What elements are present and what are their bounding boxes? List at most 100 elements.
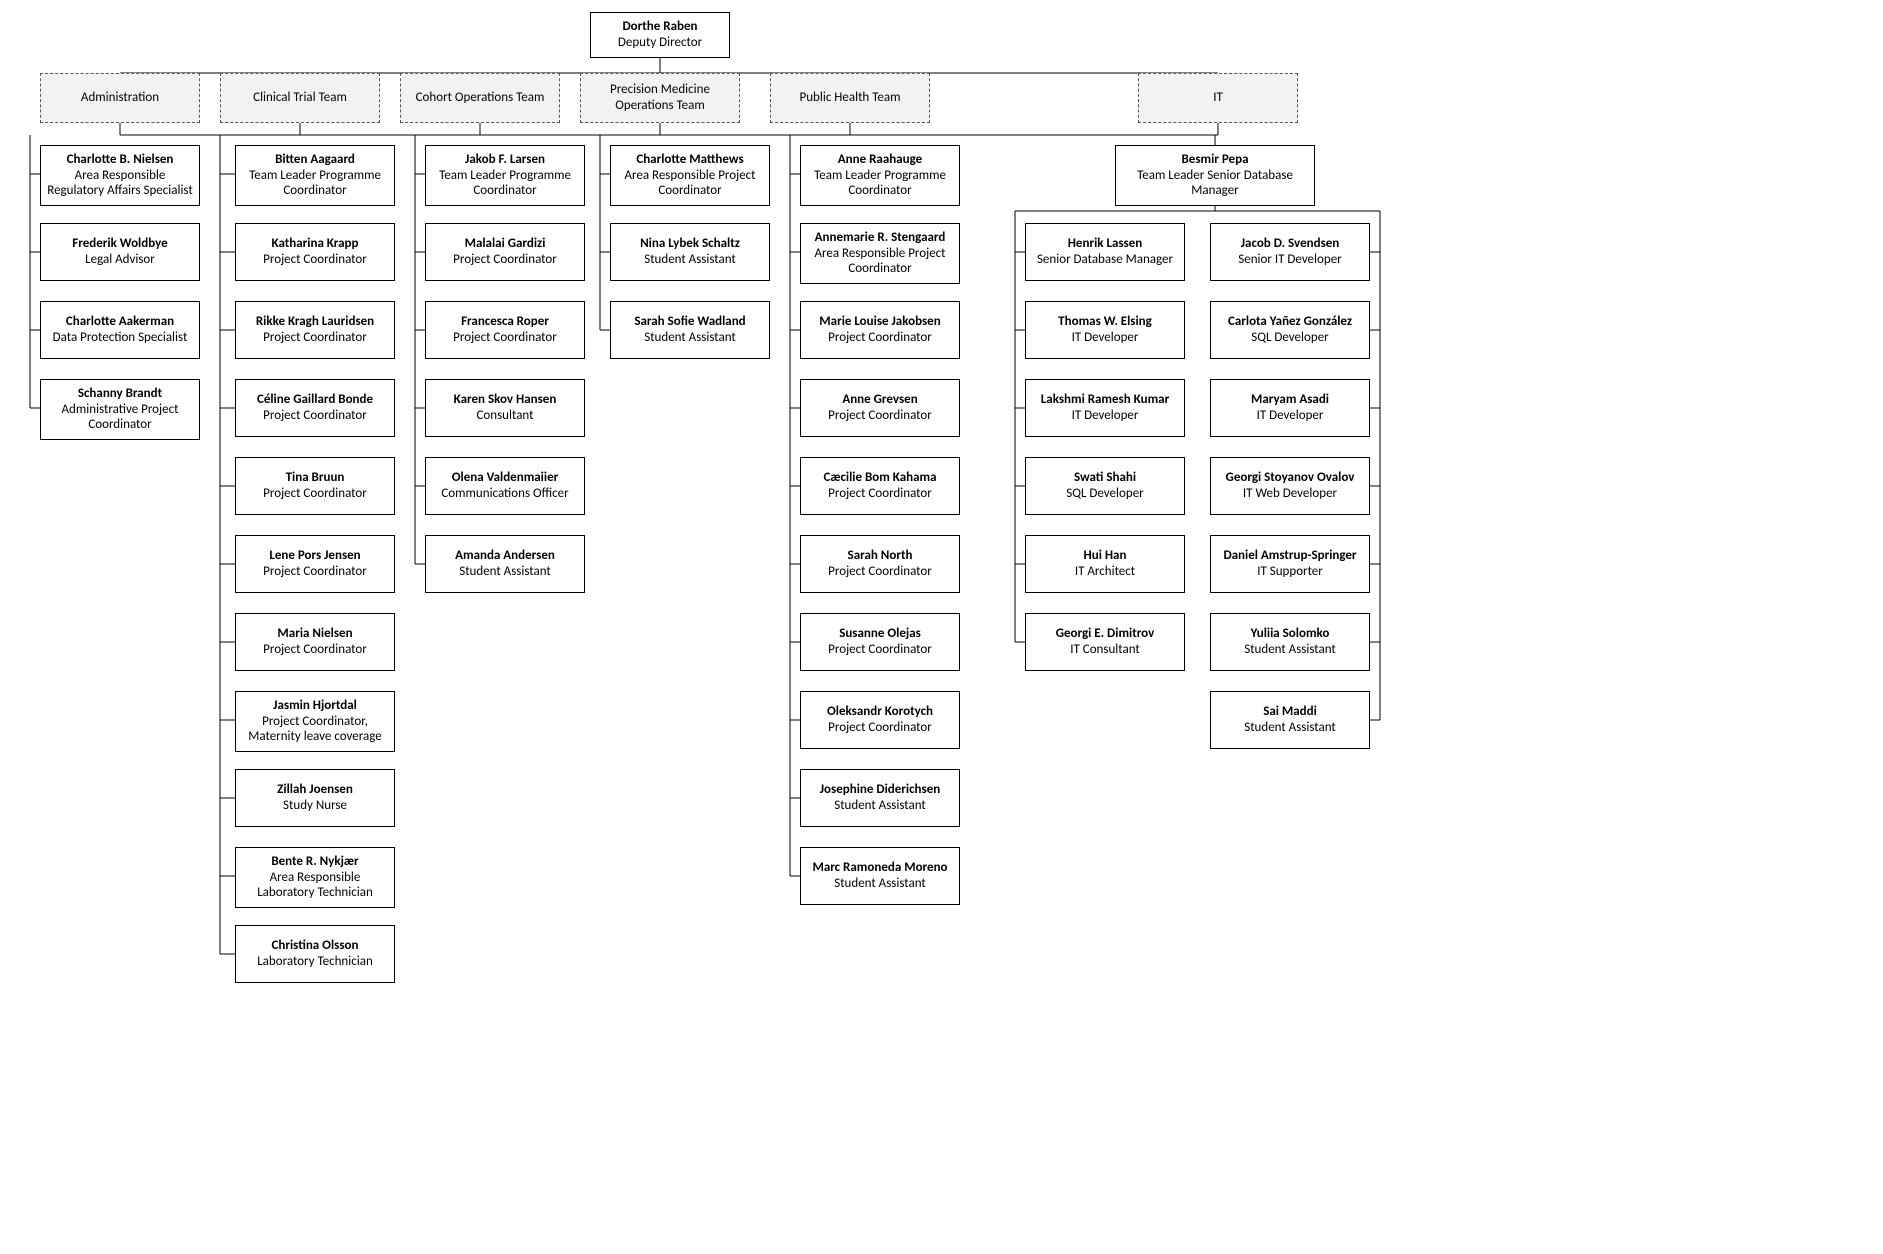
person-node: Maryam AsadiIT Developer	[1210, 379, 1370, 437]
person-name: Henrik Lassen	[1030, 236, 1180, 252]
person-role: Project Coordinator, Maternity leave cov…	[240, 714, 390, 745]
person-name: Sarah North	[805, 548, 955, 564]
person-role: Project Coordinator	[240, 330, 390, 346]
person-role: IT Web Developer	[1215, 486, 1365, 502]
person-node: Carlota Yañez GonzálezSQL Developer	[1210, 301, 1370, 359]
person-node: Katharina KrappProject Coordinator	[235, 223, 395, 281]
person-name: Maria Nielsen	[240, 626, 390, 642]
person-name: Marc Ramoneda Moreno	[805, 860, 955, 876]
person-name: Tina Bruun	[240, 470, 390, 486]
person-role: Student Assistant	[615, 252, 765, 268]
person-role: Student Assistant	[615, 330, 765, 346]
person-name: Jasmin Hjortdal	[240, 698, 390, 714]
person-node: Bente R. NykjærArea Responsible Laborato…	[235, 847, 395, 908]
person-role: Project Coordinator	[430, 330, 580, 346]
dept-title: Administration	[45, 90, 195, 106]
person-name: Yuliia Solomko	[1215, 626, 1365, 642]
person-role: IT Developer	[1030, 408, 1180, 424]
person-role: Project Coordinator	[805, 564, 955, 580]
person-role: Data Protection Specialist	[45, 330, 195, 346]
person-node: Georgi Stoyanov OvalovIT Web Developer	[1210, 457, 1370, 515]
person-node: Maria NielsenProject Coordinator	[235, 613, 395, 671]
person-name: Charlotte Matthews	[615, 152, 765, 168]
person-name: Amanda Andersen	[430, 548, 580, 564]
person-node: Francesca RoperProject Coordinator	[425, 301, 585, 359]
person-node: Henrik LassenSenior Database Manager	[1025, 223, 1185, 281]
person-node: Jacob D. SvendsenSenior IT Developer	[1210, 223, 1370, 281]
person-role: IT Architect	[1030, 564, 1180, 580]
person-name: Georgi Stoyanov Ovalov	[1215, 470, 1365, 486]
person-name: Malalai Gardizi	[430, 236, 580, 252]
person-node: Karen Skov HansenConsultant	[425, 379, 585, 437]
person-name: Karen Skov Hansen	[430, 392, 580, 408]
person-role: Study Nurse	[240, 798, 390, 814]
person-name: Dorthe Raben	[595, 19, 725, 35]
person-role: Senior Database Manager	[1030, 252, 1180, 268]
person-node: Céline Gaillard BondeProject Coordinator	[235, 379, 395, 437]
person-name: Susanne Olejas	[805, 626, 955, 642]
person-name: Jakob F. Larsen	[430, 152, 580, 168]
person-role: Team Leader Senior Database Manager	[1120, 168, 1310, 199]
person-node: Yuliia SolomkoStudent Assistant	[1210, 613, 1370, 671]
person-node: Charlotte AakermanData Protection Specia…	[40, 301, 200, 359]
dept-header-it: IT	[1138, 73, 1298, 123]
person-name: Christina Olsson	[240, 938, 390, 954]
person-node: Georgi E. DimitrovIT Consultant	[1025, 613, 1185, 671]
person-role: Team Leader Programme Coordinator	[240, 168, 390, 199]
person-role: IT Developer	[1215, 408, 1365, 424]
person-role: Student Assistant	[1215, 720, 1365, 736]
person-name: Nina Lybek Schaltz	[615, 236, 765, 252]
person-node: Hui HanIT Architect	[1025, 535, 1185, 593]
person-role: Student Assistant	[805, 876, 955, 892]
person-name: Anne Grevsen	[805, 392, 955, 408]
person-name: Daniel Amstrup-Springer	[1215, 548, 1365, 564]
person-role: Project Coordinator	[240, 486, 390, 502]
person-node: Lakshmi Ramesh KumarIT Developer	[1025, 379, 1185, 437]
dept-header-cohort: Cohort Operations Team	[400, 73, 560, 123]
person-name: Georgi E. Dimitrov	[1030, 626, 1180, 642]
person-role: IT Developer	[1030, 330, 1180, 346]
it-leader-node: Besmir PepaTeam Leader Senior Database M…	[1115, 145, 1315, 206]
person-name: Carlota Yañez González	[1215, 314, 1365, 330]
person-role: Project Coordinator	[240, 252, 390, 268]
person-role: Senior IT Developer	[1215, 252, 1365, 268]
person-name: Bente R. Nykjær	[240, 854, 390, 870]
person-node: Cæcilie Bom KahamaProject Coordinator	[800, 457, 960, 515]
person-name: Jacob D. Svendsen	[1215, 236, 1365, 252]
person-name: Marie Louise Jakobsen	[805, 314, 955, 330]
person-name: Lene Pors Jensen	[240, 548, 390, 564]
person-name: Anne Raahauge	[805, 152, 955, 168]
dept-header-public: Public Health Team	[770, 73, 930, 123]
person-node: Sai MaddiStudent Assistant	[1210, 691, 1370, 749]
person-node: Josephine DiderichsenStudent Assistant	[800, 769, 960, 827]
person-node: Zillah JoensenStudy Nurse	[235, 769, 395, 827]
org-chart: Dorthe RabenDeputy Director Administratio…	[10, 10, 1450, 990]
person-node: Anne GrevsenProject Coordinator	[800, 379, 960, 437]
person-role: Student Assistant	[1215, 642, 1365, 658]
person-role: Project Coordinator	[805, 408, 955, 424]
person-role: Student Assistant	[805, 798, 955, 814]
person-role: Team Leader Programme Coordinator	[805, 168, 955, 199]
person-node: Frederik WoldbyeLegal Advisor	[40, 223, 200, 281]
person-node: Charlotte MatthewsArea Responsible Proje…	[610, 145, 770, 206]
person-name: Annemarie R. Stengaard	[805, 230, 955, 246]
person-role: Area Responsible Project Coordinator	[805, 246, 955, 277]
person-role: Student Assistant	[430, 564, 580, 580]
person-name: Besmir Pepa	[1120, 152, 1310, 168]
person-name: Rikke Kragh Lauridsen	[240, 314, 390, 330]
dept-title: Clinical Trial Team	[225, 90, 375, 106]
dept-title: Public Health Team	[775, 90, 925, 106]
person-name: Swati Shahi	[1030, 470, 1180, 486]
person-name: Schanny Brandt	[45, 386, 195, 402]
person-node: Susanne OlejasProject Coordinator	[800, 613, 960, 671]
person-role: Deputy Director	[595, 35, 725, 51]
person-node: Sarah NorthProject Coordinator	[800, 535, 960, 593]
person-role: Laboratory Technician	[240, 954, 390, 970]
dept-header-clinical: Clinical Trial Team	[220, 73, 380, 123]
person-node: Annemarie R. StengaardArea Responsible P…	[800, 223, 960, 284]
person-node: Jasmin HjortdalProject Coordinator, Mate…	[235, 691, 395, 752]
person-name: Lakshmi Ramesh Kumar	[1030, 392, 1180, 408]
person-node: Schanny BrandtAdministrative Project Coo…	[40, 379, 200, 440]
person-name: Bitten Aagaard	[240, 152, 390, 168]
person-node: Swati ShahiSQL Developer	[1025, 457, 1185, 515]
